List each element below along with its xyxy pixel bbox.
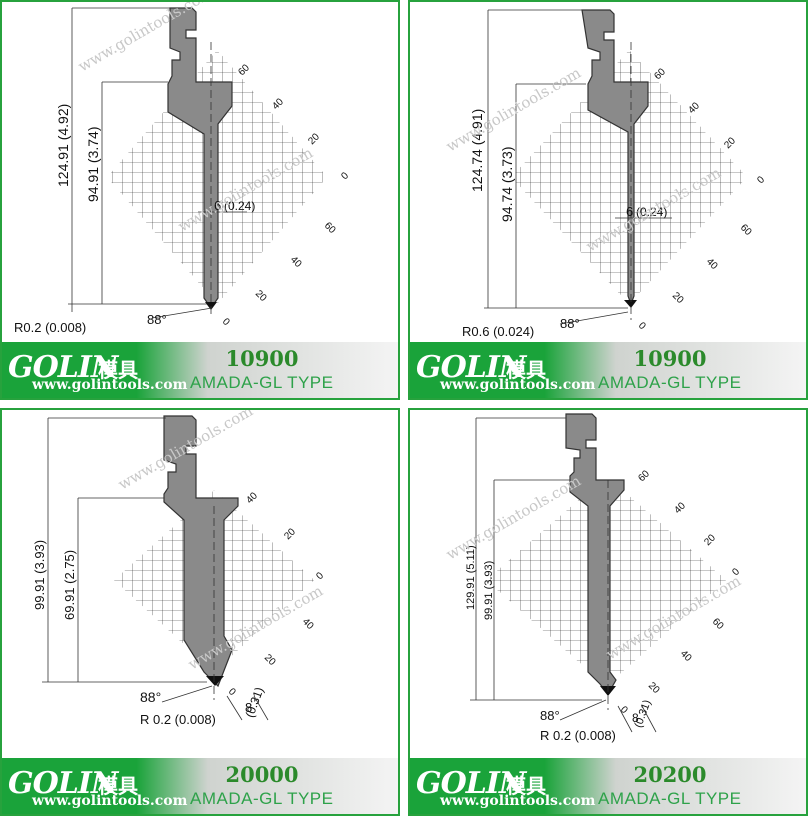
- model-number: 20000: [225, 762, 299, 787]
- scale-top-2: 0: [314, 570, 326, 582]
- tool-diagram: 124.74 (4.91) 94.74 (3.73) 6 (0.24) R0.6…: [443, 9, 767, 339]
- scale-top-1: 40: [270, 96, 286, 112]
- website-link[interactable]: www.golintools.com: [32, 793, 188, 809]
- scale-bottom-1: 40: [678, 648, 694, 664]
- scale-bottom-1: 40: [288, 254, 304, 270]
- scale-bottom-0: 60: [738, 222, 754, 238]
- tip-width-inch: (0.31): [632, 698, 653, 729]
- tip-width-inch: (0.31): [243, 685, 267, 719]
- punch-tool: [167, 7, 233, 310]
- golin-logo: GOLIN: [8, 350, 118, 385]
- tool-type: AMADA-GL TYPE: [598, 789, 742, 808]
- scale-bottom-2: 20: [646, 680, 662, 696]
- scale-top-1: 40: [672, 500, 688, 516]
- scale-bottom-2: 20: [253, 288, 269, 304]
- dim-partial: 94.74 (3.73): [499, 147, 515, 223]
- dim-total: 99.91 (3.93): [32, 540, 47, 610]
- scale-top-2: 20: [722, 135, 738, 151]
- dim-total: 129.91 (5.11): [465, 545, 477, 610]
- website-link[interactable]: www.golintools.com: [440, 793, 596, 809]
- tip-width-inch: (0.24): [636, 205, 667, 219]
- tip-width: 6: [626, 204, 633, 219]
- scale-top-1: 20: [282, 526, 298, 542]
- angle-label: 88°: [140, 689, 161, 705]
- tool-diagram: 99.91 (3.93) 69.91 (2.75) 88° R 0.2 (0.0…: [32, 410, 326, 727]
- product-panel-10900-r06[interactable]: 124.74 (4.91) 94.74 (3.73) 6 (0.24) R0.6…: [408, 0, 808, 400]
- tip-width-inch: (0.24): [224, 199, 255, 213]
- scale-top-2: 20: [702, 532, 718, 548]
- tool-type: AMADA-GL TYPE: [598, 373, 742, 392]
- scale-bottom-1: 20: [262, 652, 278, 668]
- scale-bottom-0: 40: [300, 616, 316, 632]
- product-panel-10900-r02[interactable]: 124.91 (4.92) 94.91 (3.74) 6 (0.24) R0.2…: [0, 0, 400, 400]
- website-link[interactable]: www.golintools.com: [32, 377, 188, 393]
- angle-label: 88°: [540, 708, 560, 723]
- brand-banner: GOLIN 模具 www.golintools.com 20000 AMADA-…: [2, 758, 398, 814]
- golin-logo: GOLIN: [416, 766, 526, 801]
- chinese-label: 模具: [506, 358, 546, 382]
- golin-logo: GOLIN: [416, 350, 526, 385]
- tool-type: AMADA-GL TYPE: [190, 789, 334, 808]
- brand-banner: GOLIN 模具 www.golintools.com 20200 AMADA-…: [410, 758, 806, 814]
- scale-top-3: 0: [755, 174, 767, 186]
- scale-top-1: 40: [686, 100, 702, 116]
- model-number: 20200: [633, 762, 707, 787]
- dim-total: 124.74 (4.91): [469, 109, 485, 192]
- scale-top-3: 0: [339, 170, 351, 182]
- tool-type: AMADA-GL TYPE: [190, 373, 334, 392]
- website-link[interactable]: www.golintools.com: [440, 377, 596, 393]
- scale-bottom-3: 0: [220, 316, 232, 328]
- dim-partial: 94.91 (3.74): [85, 127, 101, 203]
- model-number: 10900: [633, 346, 707, 371]
- product-panel-20000[interactable]: 99.91 (3.93) 69.91 (2.75) 88° R 0.2 (0.0…: [0, 408, 400, 816]
- scale-bottom-3: 0: [618, 704, 630, 716]
- tool-diagram: 124.91 (4.92) 94.91 (3.74) 6 (0.24) R0.2…: [14, 2, 351, 335]
- chinese-label: 模具: [98, 774, 138, 798]
- punch-tool: [565, 413, 625, 696]
- scale-bottom-0: 60: [710, 616, 726, 632]
- radius-label: R0.2 (0.008): [14, 320, 86, 335]
- brand-banner: GOLIN 模具 www.golintools.com 10900 AMADA-…: [2, 342, 398, 398]
- chinese-label: 模具: [98, 358, 138, 382]
- radius-label: R 0.2 (0.008): [140, 712, 216, 727]
- chinese-label: 模具: [506, 774, 546, 798]
- scale-top-0: 60: [636, 468, 652, 484]
- scale-top-0: 40: [244, 490, 260, 506]
- tip-width: 8: [632, 711, 639, 725]
- model-number: 10900: [225, 346, 299, 371]
- angle-label: 88°: [560, 316, 580, 331]
- radius-label: R 0.2 (0.008): [540, 728, 616, 743]
- tip-width: 6: [214, 198, 221, 213]
- punch-tool: [163, 415, 239, 688]
- scale-top-2: 20: [306, 131, 322, 147]
- dim-total: 124.91 (4.92): [55, 104, 71, 187]
- dim-partial: 69.91 (2.75): [62, 550, 77, 620]
- scale-bottom-2: 20: [670, 290, 686, 306]
- punch-tool: [581, 9, 649, 306]
- scale-bottom-3: 0: [636, 320, 648, 332]
- tip-width: 8: [245, 700, 252, 715]
- scale-bottom-1: 40: [704, 256, 720, 272]
- product-panel-20200[interactable]: 129.91 (5.11) 99.91 (3.93) 88° R 0.2 (0.…: [408, 408, 808, 816]
- tool-diagram: 129.91 (5.11) 99.91 (3.93) 88° R 0.2 (0.…: [443, 413, 744, 743]
- angle-label: 88°: [147, 312, 167, 327]
- brand-banner: GOLIN 模具 www.golintools.com 10900 AMADA-…: [410, 342, 806, 398]
- dim-partial: 99.91 (3.93): [483, 561, 495, 620]
- scale-bottom-0: 60: [322, 220, 338, 236]
- radius-label: R0.6 (0.024): [462, 324, 534, 339]
- golin-logo: GOLIN: [8, 766, 118, 801]
